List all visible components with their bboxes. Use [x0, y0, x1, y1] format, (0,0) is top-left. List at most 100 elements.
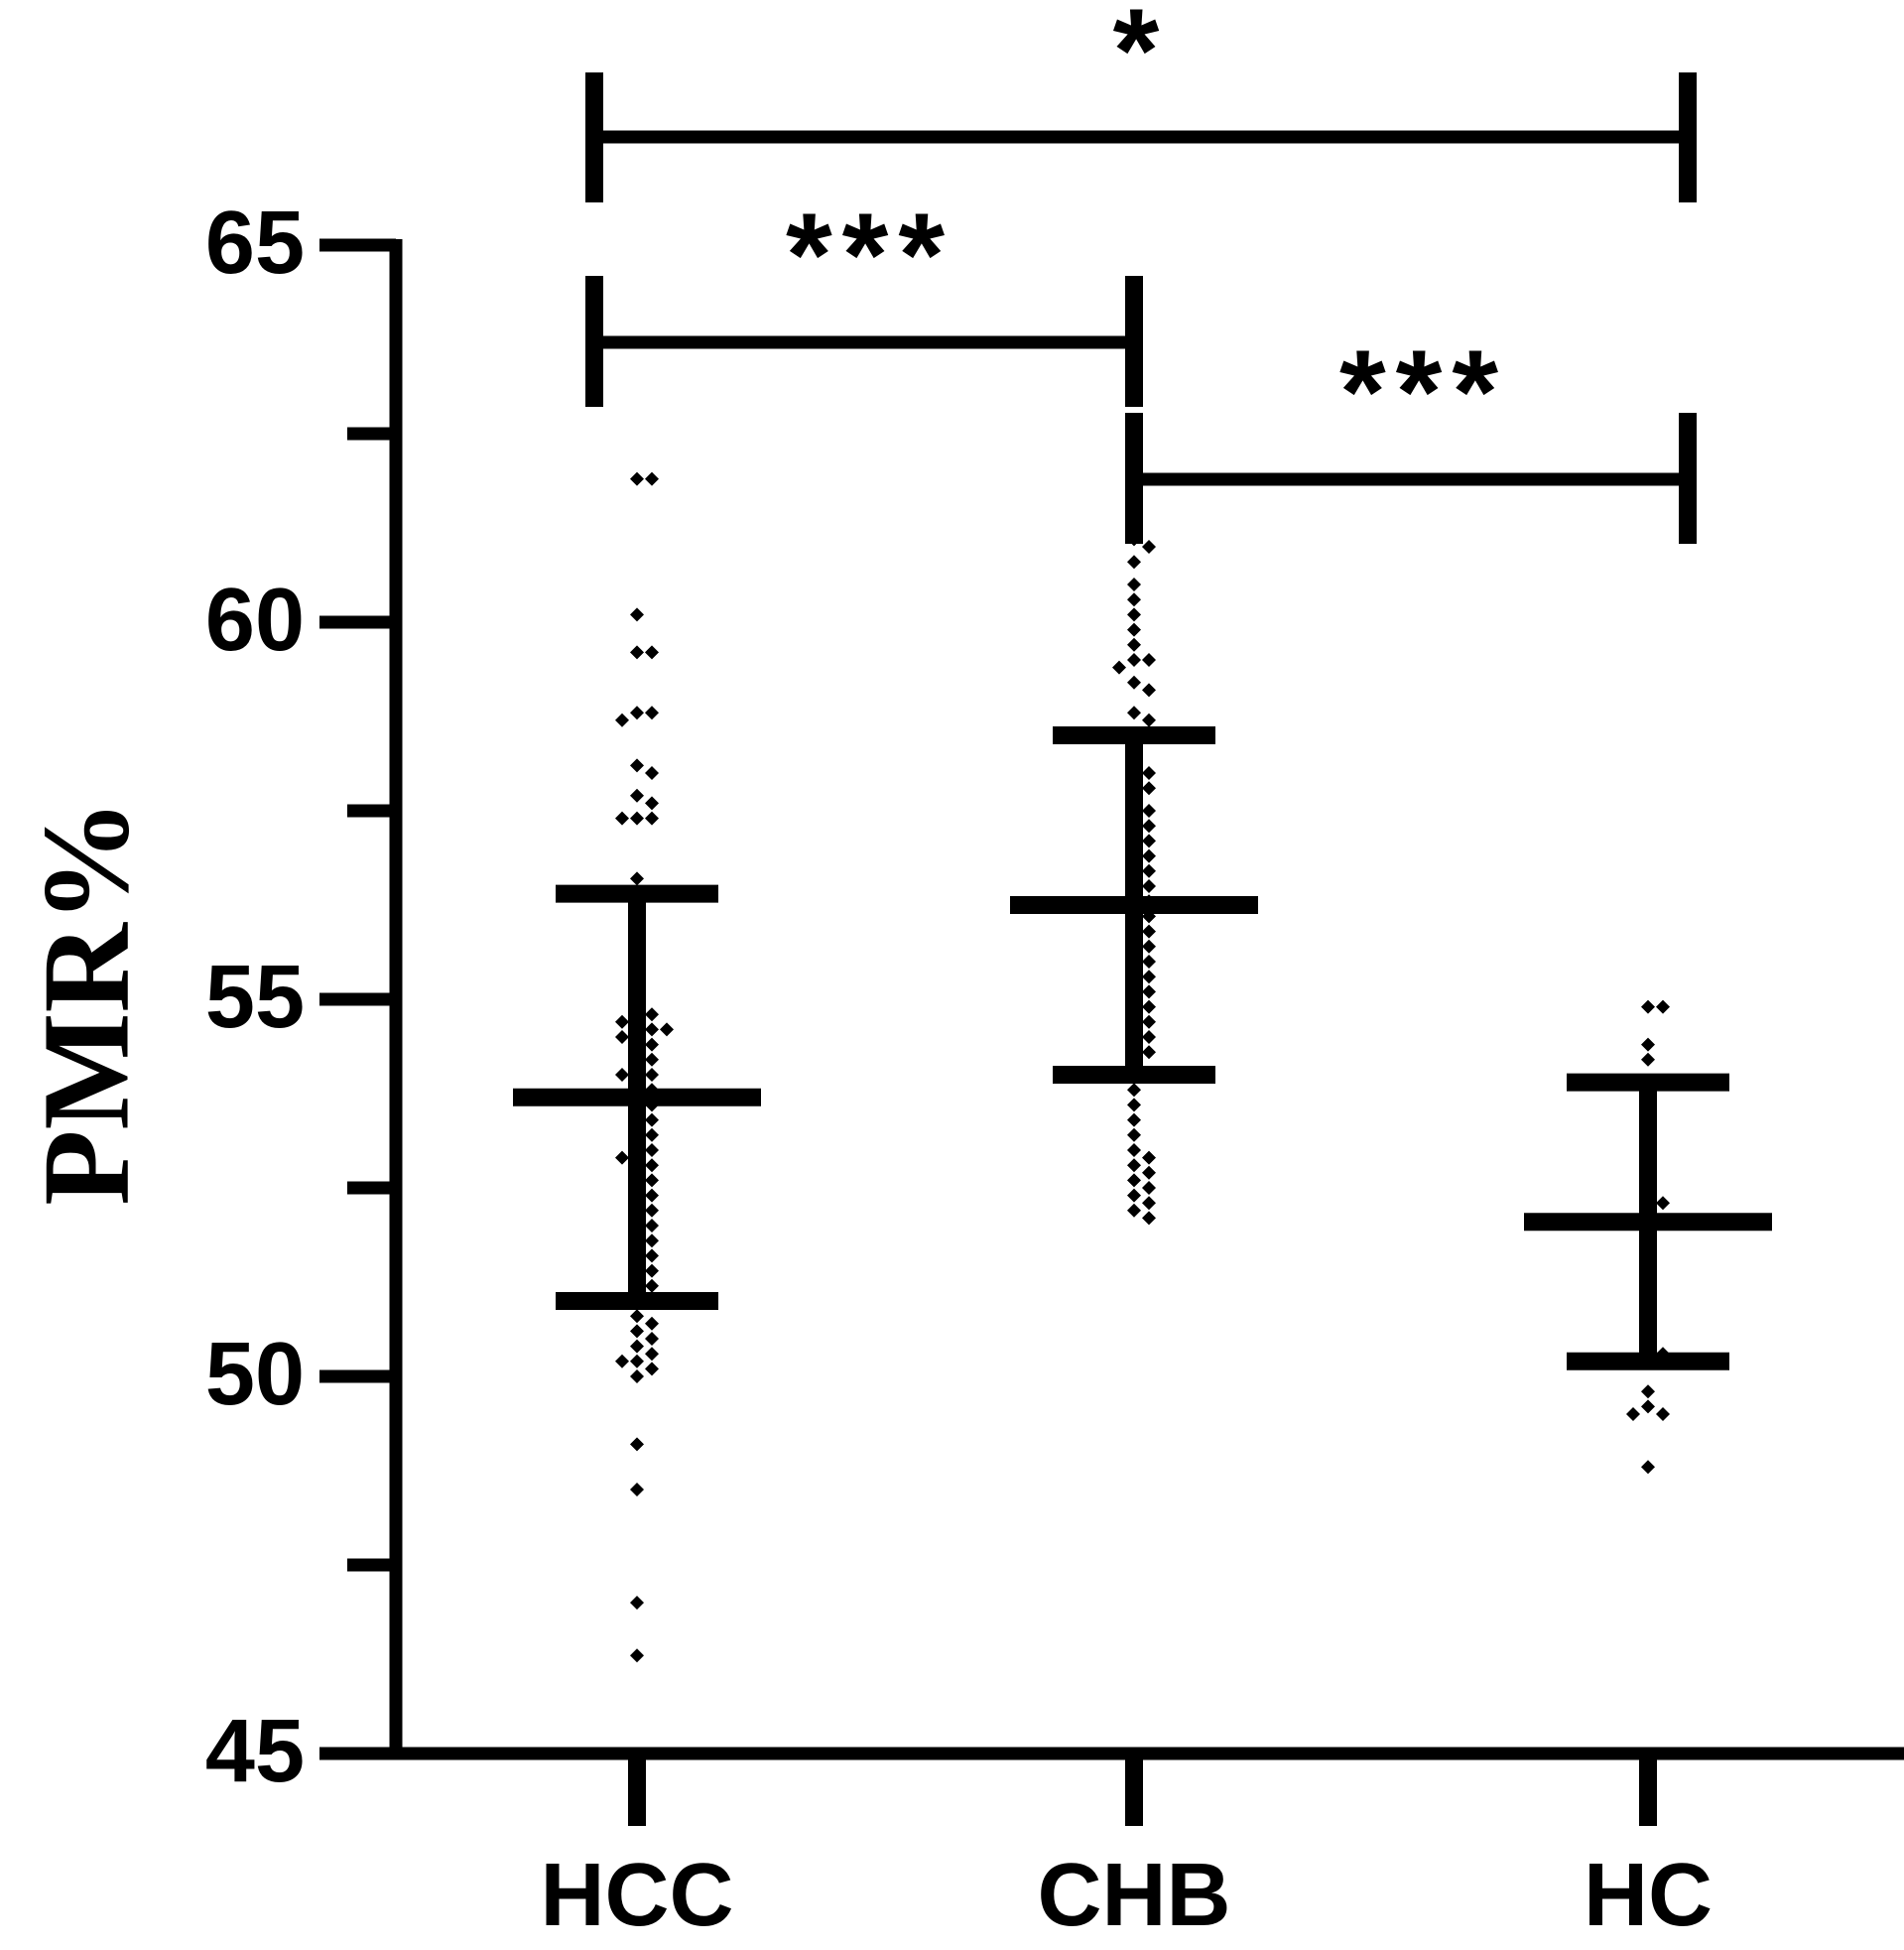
significance-label: *** [1339, 325, 1508, 458]
data-point [1127, 1158, 1141, 1173]
data-point [1142, 1196, 1156, 1211]
data-point [645, 811, 659, 826]
data-point [645, 796, 659, 811]
data-point [1127, 1112, 1141, 1127]
data-point [630, 471, 644, 486]
data-point [1142, 781, 1156, 796]
data-point [1641, 1460, 1655, 1475]
data-point [630, 1596, 644, 1610]
y-tick-label: 65 [205, 194, 305, 293]
data-point [630, 1324, 644, 1339]
data-point [615, 1030, 629, 1044]
data-point [1142, 1014, 1156, 1029]
data-point [645, 706, 659, 720]
data-point [615, 811, 629, 826]
data-point [645, 1316, 659, 1331]
data-point [1127, 592, 1141, 607]
data-point [630, 607, 644, 622]
data-point [1142, 834, 1156, 848]
x-tick-label: HC [1584, 1846, 1713, 1945]
data-point [1656, 1196, 1670, 1211]
data-point [1142, 984, 1156, 999]
data-point [645, 1037, 659, 1052]
data-point [1142, 863, 1156, 878]
data-point [1142, 1045, 1156, 1060]
data-point [645, 1219, 659, 1233]
data-point [1641, 1037, 1655, 1052]
data-point [630, 1437, 644, 1452]
data-point [645, 1007, 659, 1022]
data-point [1656, 999, 1670, 1014]
data-point [630, 1648, 644, 1663]
y-tick-label: 55 [205, 948, 305, 1047]
data-point [645, 645, 659, 660]
data-point [1127, 1173, 1141, 1188]
data-point [630, 1354, 644, 1368]
data-point [645, 1278, 659, 1293]
data-point [630, 1483, 644, 1496]
data-point [1142, 683, 1156, 698]
x-tick-label: HCC [541, 1846, 734, 1945]
data-point [645, 766, 659, 780]
data-point [1142, 999, 1156, 1014]
data-point [1127, 1127, 1141, 1142]
data-point [1142, 1030, 1156, 1044]
data-point [630, 1339, 644, 1354]
data-point [1142, 955, 1156, 969]
data-point [615, 1068, 629, 1082]
data-point [1142, 713, 1156, 727]
data-point [1142, 540, 1156, 554]
data-point [645, 471, 659, 486]
significance-label: * [1113, 0, 1170, 117]
significance-label: *** [786, 189, 954, 322]
data-point [615, 713, 629, 727]
data-point [1127, 653, 1141, 667]
data-point [1142, 766, 1156, 780]
data-point [645, 1332, 659, 1346]
data-point [1127, 637, 1141, 652]
data-point [645, 1173, 659, 1188]
data-point [1127, 1188, 1141, 1203]
data-point [645, 1143, 659, 1157]
x-tick-label: CHB [1038, 1846, 1231, 1945]
data-point [630, 706, 644, 720]
data-point [1127, 607, 1141, 622]
data-point [1641, 999, 1655, 1014]
data-point [1641, 1052, 1655, 1067]
data-point [615, 1014, 629, 1029]
data-point [630, 645, 644, 660]
data-point [630, 1369, 644, 1383]
data-point [1127, 578, 1141, 591]
data-point [645, 1248, 659, 1263]
data-point [615, 1150, 629, 1165]
y-tick-label: 45 [205, 1702, 305, 1801]
data-point [630, 871, 644, 886]
data-point [1127, 675, 1141, 690]
data-point [1626, 1407, 1640, 1421]
data-point [645, 1263, 659, 1278]
data-point [630, 811, 644, 826]
data-point [1142, 804, 1156, 818]
data-point [645, 1068, 659, 1082]
data-point [630, 1309, 644, 1324]
data-point [645, 1203, 659, 1218]
data-point [645, 1188, 659, 1203]
data-point [1112, 660, 1126, 675]
data-point [615, 1354, 629, 1368]
data-point [1641, 1384, 1655, 1399]
data-point [1142, 879, 1156, 893]
data-point [1656, 1407, 1670, 1421]
data-point [1142, 653, 1156, 667]
data-point [1142, 1150, 1156, 1165]
data-point [645, 1347, 659, 1362]
data-point [1142, 939, 1156, 954]
data-point [1127, 555, 1141, 570]
y-tick-label: 60 [205, 571, 305, 670]
data-point [645, 1112, 659, 1127]
data-point [645, 1127, 659, 1142]
data-point [1127, 1143, 1141, 1157]
data-point [1127, 1083, 1141, 1098]
data-point [1641, 1399, 1655, 1414]
y-tick-label: 50 [205, 1325, 305, 1424]
